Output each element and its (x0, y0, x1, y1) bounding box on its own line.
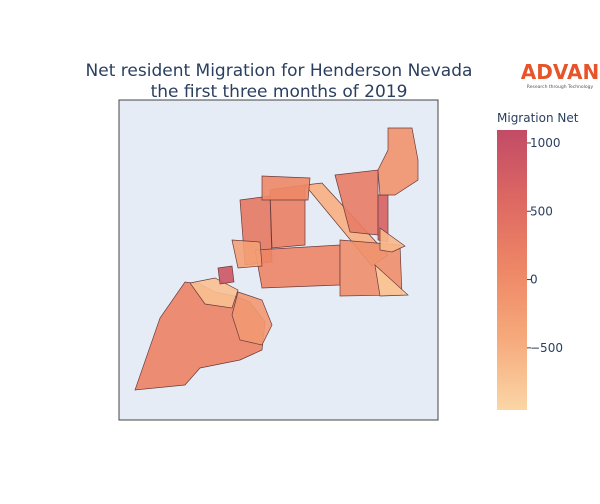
region (231, 291, 273, 346)
logo-tagline: Research through Technology (527, 84, 594, 90)
region (261, 175, 311, 201)
colorbar-title: Migration Net (497, 111, 579, 125)
region (374, 264, 409, 297)
region (189, 277, 239, 309)
colorbar-tick-label: −500 (530, 341, 563, 355)
colorbar-tick-label: 1000 (530, 136, 561, 150)
chart-title: Net resident Migration for Henderson Nev… (86, 61, 473, 81)
region (217, 265, 235, 285)
chart-title: the first three months of 2019 (151, 82, 408, 102)
region (254, 244, 341, 289)
colorbar-tick-label: 500 (530, 204, 553, 218)
logo-name: ADVAN (521, 60, 599, 84)
region (231, 239, 263, 269)
colorbar-tick-label: 0 (530, 273, 538, 287)
region (379, 227, 406, 253)
colorbar (497, 130, 527, 410)
regions (134, 127, 419, 391)
region (377, 127, 419, 196)
